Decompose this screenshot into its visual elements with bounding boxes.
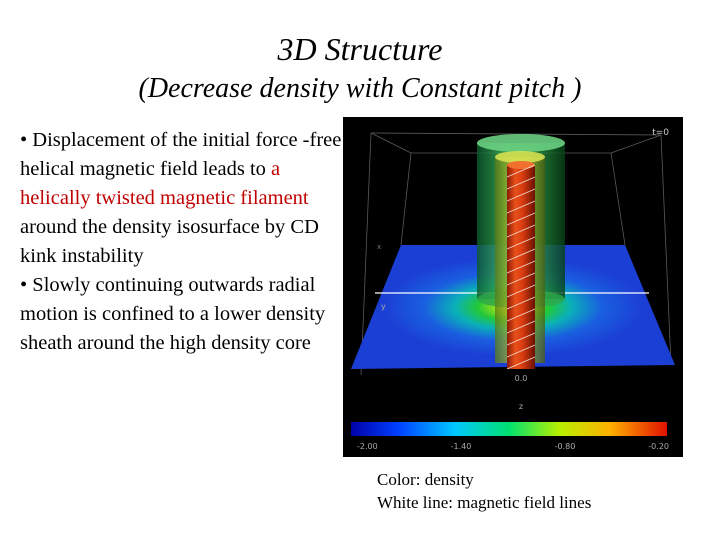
high-density-core (507, 161, 535, 369)
density-colorbar (351, 422, 667, 436)
x-tick-label: 0.0 (515, 374, 528, 383)
bullet-1-text-b: around the density isosurface by CD kink… (20, 216, 319, 267)
bullet-1-text-a: • Displacement of the initial force -fre… (20, 129, 342, 180)
colorbar-tick-4: -0.20 (648, 442, 669, 451)
colorbar-tick-1: -2.00 (357, 442, 378, 451)
y-axis-label: y (381, 302, 386, 311)
bullet-1-highlight: a helically twisted magnetic filament (20, 158, 309, 209)
caption-line-field: White line: magnetic field lines (377, 493, 592, 512)
bullet-item-1: • Displacement of the initial force -fre… (20, 126, 350, 271)
z-axis-label: z (519, 402, 523, 411)
density-simulation-figure: t=0 y x 0.0 z -2.00 -1.40 -0.80 -0.20 (343, 117, 683, 457)
colorbar-ticks: -2.00 -1.40 -0.80 -0.20 (357, 442, 669, 451)
caption-line-color: Color: density (377, 470, 474, 489)
slide-title: 3D Structure (277, 31, 443, 67)
time-label: t=0 (652, 128, 669, 138)
bullet-list: • Displacement of the initial force -fre… (20, 126, 350, 358)
bullet-item-2: • Slowly continuing outwards radial moti… (20, 274, 326, 354)
x-axis-label: x (377, 243, 381, 251)
colorbar-tick-2: -1.40 (451, 442, 472, 451)
slide-subtitle: (Decrease density with Constant pitch ) (138, 73, 582, 104)
colorbar-tick-3: -0.80 (555, 442, 576, 451)
helical-field-lines (507, 165, 535, 369)
bounding-box-wireframe (360, 132, 672, 376)
figure-caption: Color: density White line: magnetic fiel… (377, 468, 591, 514)
